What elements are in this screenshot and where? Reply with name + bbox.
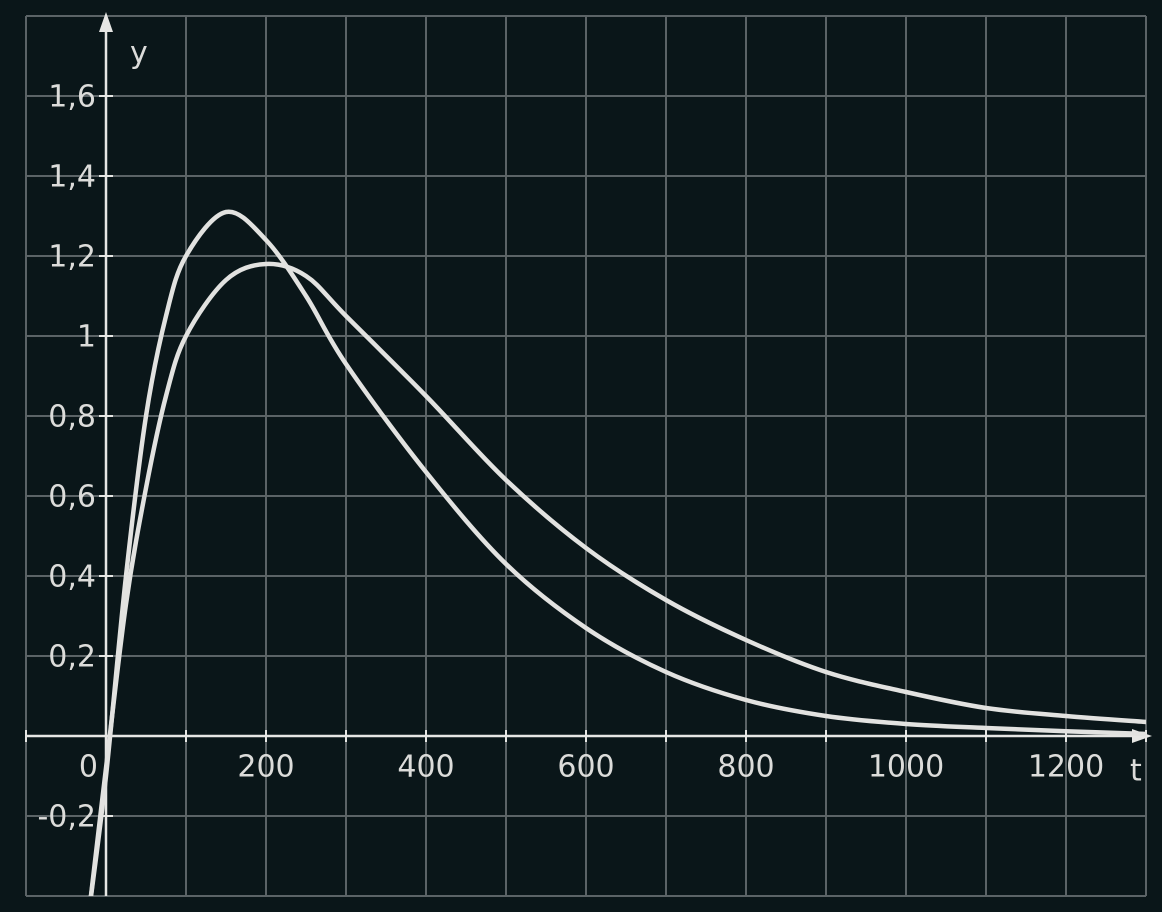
y-axis-label: y <box>130 36 148 71</box>
x-tick-label: 400 <box>397 750 454 785</box>
x-axis-label: t <box>1130 754 1142 789</box>
x-tick-label: 1200 <box>1028 750 1104 785</box>
curve <box>88 261 1146 896</box>
y-tick-label: 0,4 <box>48 560 96 595</box>
y-tick-label: 0,2 <box>48 640 96 675</box>
y-tick-label: 1 <box>77 320 96 355</box>
x-tick-label: 200 <box>237 750 294 785</box>
x-tick-label: 1000 <box>868 750 944 785</box>
y-tick-label: 0,8 <box>48 400 96 435</box>
y-tick-label: 1,6 <box>48 80 96 115</box>
curve <box>88 209 1146 896</box>
y-tick-label: 0,6 <box>48 480 96 515</box>
x-tick-label: 800 <box>717 750 774 785</box>
y-tick-label: 1,2 <box>48 240 96 275</box>
x-tick-label: 0 <box>79 750 98 785</box>
y-axis-arrow <box>99 12 113 32</box>
y-tick-label: 1,4 <box>48 160 96 195</box>
x-tick-label: 600 <box>557 750 614 785</box>
y-tick-label: -0,2 <box>37 800 96 835</box>
